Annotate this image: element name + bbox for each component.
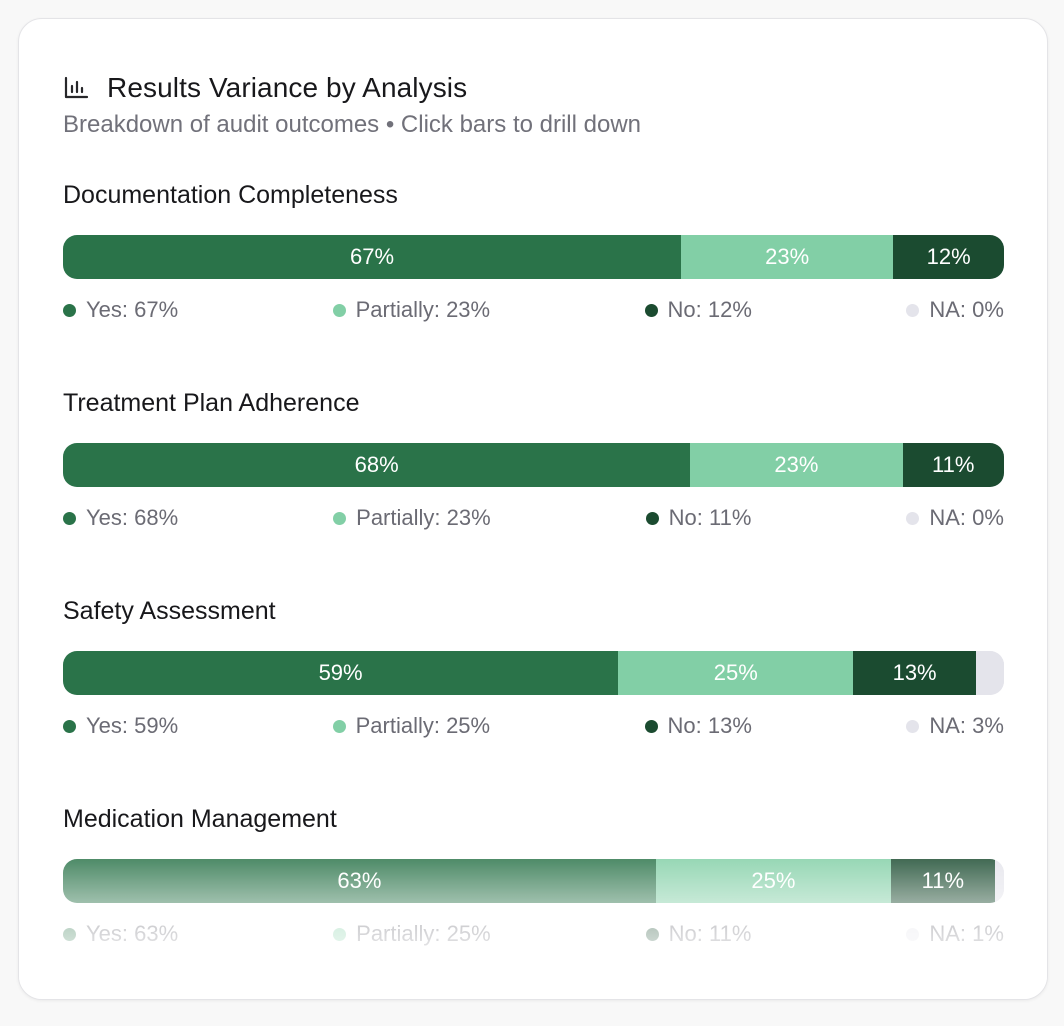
bar-segment-na[interactable]	[994, 859, 1004, 903]
legend-item-na: NA: 3%	[906, 711, 1004, 741]
analysis-row-treatment-plan-adherence: Treatment Plan Adherence 68% 23% 11% Yes: 68…	[63, 385, 1004, 593]
analysis-row-safety-assessment: Safety Assessment 59% 25% 13% Yes: 59% Partia…	[63, 593, 1004, 801]
bar-segment-label: 12%	[926, 244, 971, 269]
legend-label: NA: 1%	[929, 921, 1004, 946]
bar-segment-yes[interactable]: 67%	[63, 235, 682, 279]
results-variance-card: Results Variance by Analysis Breakdown o…	[18, 18, 1048, 1000]
stacked-bar-safety-assessment[interactable]: 59% 25% 13%	[63, 651, 1004, 695]
bar-segment-label: 23%	[765, 244, 810, 269]
title-row: Results Variance by Analysis	[63, 71, 641, 105]
bar-segment-yes[interactable]: 68%	[63, 443, 691, 487]
bar-segment-label: 63%	[337, 868, 382, 893]
bar-segment-yes[interactable]: 59%	[63, 651, 619, 695]
legend-dot-na	[906, 719, 920, 733]
legend-label: Yes: 63%	[86, 921, 179, 946]
legend-item-na: NA: 0%	[906, 503, 1004, 533]
analysis-name: Documentation Completeness	[63, 181, 398, 209]
bar-segment-partially[interactable]: 25%	[618, 651, 854, 695]
legend-item-no: No: 11%	[645, 503, 752, 533]
legend-label: Partially: 25%	[355, 713, 491, 738]
stacked-bar-treatment-plan-adherence[interactable]: 68% 23% 11%	[63, 443, 1004, 487]
bar-segment-label: 25%	[713, 660, 758, 685]
legend-item-partially: Partially: 25%	[333, 919, 491, 949]
analysis-name: Treatment Plan Adherence	[63, 389, 360, 417]
legend-label: No: 12%	[667, 297, 752, 322]
analysis-row-medication-management: Medication Management 63% 25% 11% Yes: 63% Pa…	[63, 801, 1004, 999]
legend-dot-na	[906, 303, 920, 317]
bar-legend: Yes: 67% Partially: 23% No: 12% NA: 0%	[63, 295, 1004, 325]
bar-segment-no[interactable]: 12%	[893, 235, 1004, 279]
legend-label: No: 13%	[667, 713, 752, 738]
bar-segment-no[interactable]: 13%	[853, 651, 976, 695]
legend-dot-partially	[332, 303, 346, 317]
legend-label: Partially: 25%	[356, 921, 491, 946]
legend-dot-partially	[332, 719, 346, 733]
bar-segment-label: 13%	[892, 660, 937, 685]
bar-legend: Yes: 59% Partially: 25% No: 13% NA: 3%	[63, 711, 1004, 741]
legend-label: No: 11%	[668, 921, 752, 946]
legend-label: Yes: 59%	[86, 713, 179, 738]
legend-dot-yes	[63, 303, 76, 317]
legend-label: No: 11%	[668, 505, 752, 530]
legend-dot-no	[644, 719, 658, 733]
legend-dot-na	[906, 511, 920, 525]
analysis-list: Documentation Completeness 67% 23% 12% Yes: …	[63, 177, 1004, 999]
legend-item-yes: Yes: 68%	[63, 503, 178, 533]
legend-label: Partially: 23%	[355, 297, 491, 322]
analysis-row-documentation-completeness: Documentation Completeness 67% 23% 12% Yes: …	[63, 177, 1004, 385]
card-subtitle: Breakdown of audit outcomes • Click bars…	[63, 111, 642, 138]
legend-dot-partially	[333, 927, 347, 941]
legend-dot-no	[644, 303, 658, 317]
bar-segment-partially[interactable]: 23%	[681, 235, 894, 279]
bar-segment-label: 11%	[932, 452, 975, 477]
bar-segment-label: 11%	[921, 868, 965, 893]
legend-dot-yes	[63, 927, 76, 941]
legend-item-partially: Partially: 23%	[332, 295, 491, 325]
legend-label: Yes: 67%	[86, 297, 179, 322]
bar-segment-partially[interactable]: 25%	[655, 859, 892, 903]
bar-segment-no[interactable]: 11%	[891, 859, 995, 903]
analysis-name: Medication Management	[63, 805, 337, 833]
stacked-bar-medication-management[interactable]: 63% 25% 11%	[63, 859, 1004, 903]
legend-item-na: NA: 0%	[906, 295, 1004, 325]
legend-label: NA: 0%	[929, 297, 1004, 322]
legend-dot-yes	[63, 719, 76, 733]
legend-label: NA: 3%	[929, 713, 1004, 738]
legend-item-yes: Yes: 59%	[63, 711, 178, 741]
card-header: Results Variance by Analysis Breakdown o…	[63, 71, 641, 139]
bar-segment-label: 68%	[354, 452, 399, 477]
bar-chart-icon	[63, 75, 89, 101]
legend-dot-no	[645, 511, 659, 525]
legend-item-no: No: 13%	[644, 711, 752, 741]
bar-segment-label: 25%	[751, 868, 796, 893]
legend-item-no: No: 11%	[645, 919, 752, 949]
legend-label: Partially: 23%	[356, 505, 491, 530]
bar-segment-label: 23%	[774, 452, 819, 477]
legend-item-no: No: 12%	[644, 295, 752, 325]
legend-item-yes: Yes: 67%	[63, 295, 178, 325]
bar-segment-no[interactable]: 11%	[902, 443, 1004, 487]
bar-segment-label: 59%	[318, 660, 363, 685]
bar-segment-yes[interactable]: 63%	[63, 859, 656, 903]
analysis-name: Safety Assessment	[63, 597, 276, 625]
bar-segment-partially[interactable]: 23%	[690, 443, 903, 487]
bar-legend: Yes: 68% Partially: 23% No: 11% NA: 0%	[63, 503, 1004, 533]
bar-segment-label: 67%	[350, 244, 395, 269]
legend-dot-yes	[63, 511, 76, 525]
legend-item-na: NA: 1%	[906, 919, 1004, 949]
legend-item-yes: Yes: 63%	[63, 919, 178, 949]
legend-dot-na	[906, 927, 920, 941]
legend-item-partially: Partially: 23%	[333, 503, 491, 533]
legend-dot-partially	[333, 511, 347, 525]
card-title: Results Variance by Analysis	[107, 72, 468, 103]
legend-dot-no	[645, 927, 659, 941]
legend-item-partially: Partially: 25%	[332, 711, 491, 741]
legend-label: Yes: 68%	[86, 505, 179, 530]
stacked-bar-documentation-completeness[interactable]: 67% 23% 12%	[63, 235, 1004, 279]
legend-label: NA: 0%	[929, 505, 1004, 530]
bar-legend: Yes: 63% Partially: 25% No: 11% NA: 1%	[63, 919, 1004, 949]
bar-segment-na[interactable]	[975, 651, 1004, 695]
